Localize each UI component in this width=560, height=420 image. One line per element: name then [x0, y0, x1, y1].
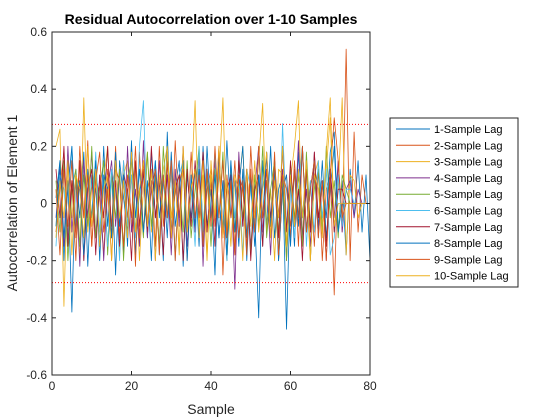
- y-tick-label: 0: [40, 197, 47, 211]
- legend-entry-4-sample-lag: 4-Sample Lag: [434, 173, 503, 185]
- y-tick-label: -0.2: [26, 254, 47, 268]
- y-tick-label: 0.2: [30, 139, 47, 153]
- axis-ticks: 0 20 40 60 80 -0.6 -0.4 -0.2 0 0.2 0.4 0.6: [26, 25, 377, 393]
- x-tick-label: 80: [363, 379, 377, 393]
- x-tick-label: 0: [49, 379, 56, 393]
- legend-box: [389, 117, 519, 288]
- x-axis-label: Sample: [187, 401, 235, 417]
- legend-entry-3-sample-lag: 3-Sample Lag: [434, 157, 503, 169]
- y-axis-label: Autocorrelation of Element 1: [4, 114, 20, 291]
- confidence-bounds: [52, 123, 370, 284]
- legend-entry-10-sample-lag: 10-Sample Lag: [434, 271, 509, 283]
- legend-entry-1-sample-lag: 1-Sample Lag: [434, 124, 503, 136]
- series-line-7-sample-lag: [55, 145, 370, 262]
- x-tick-label: 20: [125, 379, 139, 393]
- x-tick-label: 40: [204, 379, 218, 393]
- series-line-10-sample-lag: [55, 97, 370, 262]
- legend-entry-2-sample-lag: 2-Sample Lag: [434, 140, 503, 152]
- y-tick-label: -0.4: [26, 311, 47, 325]
- legend-entry-9-sample-lag: 9-Sample Lag: [434, 254, 503, 266]
- legend-entry-6-sample-lag: 6-Sample Lag: [434, 206, 503, 218]
- legend: 1-Sample Lag 2-Sample Lag 3-Sample Lag 4-Sa…: [389, 117, 519, 288]
- legend-entry-5-sample-lag: 5-Sample Lag: [434, 189, 503, 201]
- y-tick-label: 0.6: [30, 25, 47, 39]
- series-line-9-sample-lag: [55, 117, 370, 262]
- x-tick-label: 60: [284, 379, 298, 393]
- legend-entry-7-sample-lag: 7-Sample Lag: [434, 222, 503, 234]
- series-layer: [55, 48, 371, 330]
- y-tick-label: -0.6: [26, 368, 47, 382]
- y-tick-label: 0.4: [30, 82, 47, 96]
- legend-entry-8-sample-lag: 8-Sample Lag: [434, 238, 503, 250]
- chart-title: Residual Autocorrelation over 1-10 Sampl…: [65, 11, 358, 27]
